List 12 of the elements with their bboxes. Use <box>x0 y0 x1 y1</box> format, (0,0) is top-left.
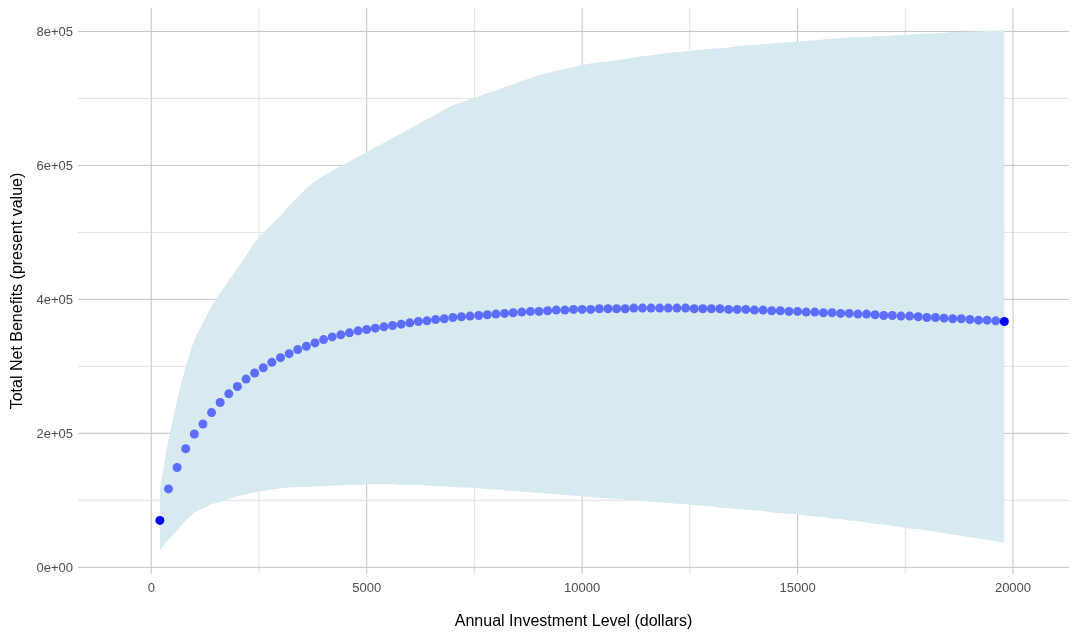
y-axis-title: Total Net Benefits (present value) <box>8 172 25 410</box>
x-axis-title: Annual Investment Level (dollars) <box>454 612 693 629</box>
x-tick-label: 0 <box>147 580 155 595</box>
y-tick-label: 0e+00 <box>36 559 73 575</box>
y-tick-label: 2e+05 <box>36 425 73 441</box>
x-tick-label: 15000 <box>779 580 816 595</box>
x-tick-label: 20000 <box>994 580 1032 595</box>
y-tick-label: 8e+05 <box>36 23 73 39</box>
y-tick-label: 4e+05 <box>36 291 73 307</box>
x-tick-label: 5000 <box>352 580 382 595</box>
x-tick-label: 10000 <box>564 580 601 595</box>
y-tick-label: 6e+05 <box>36 157 73 173</box>
